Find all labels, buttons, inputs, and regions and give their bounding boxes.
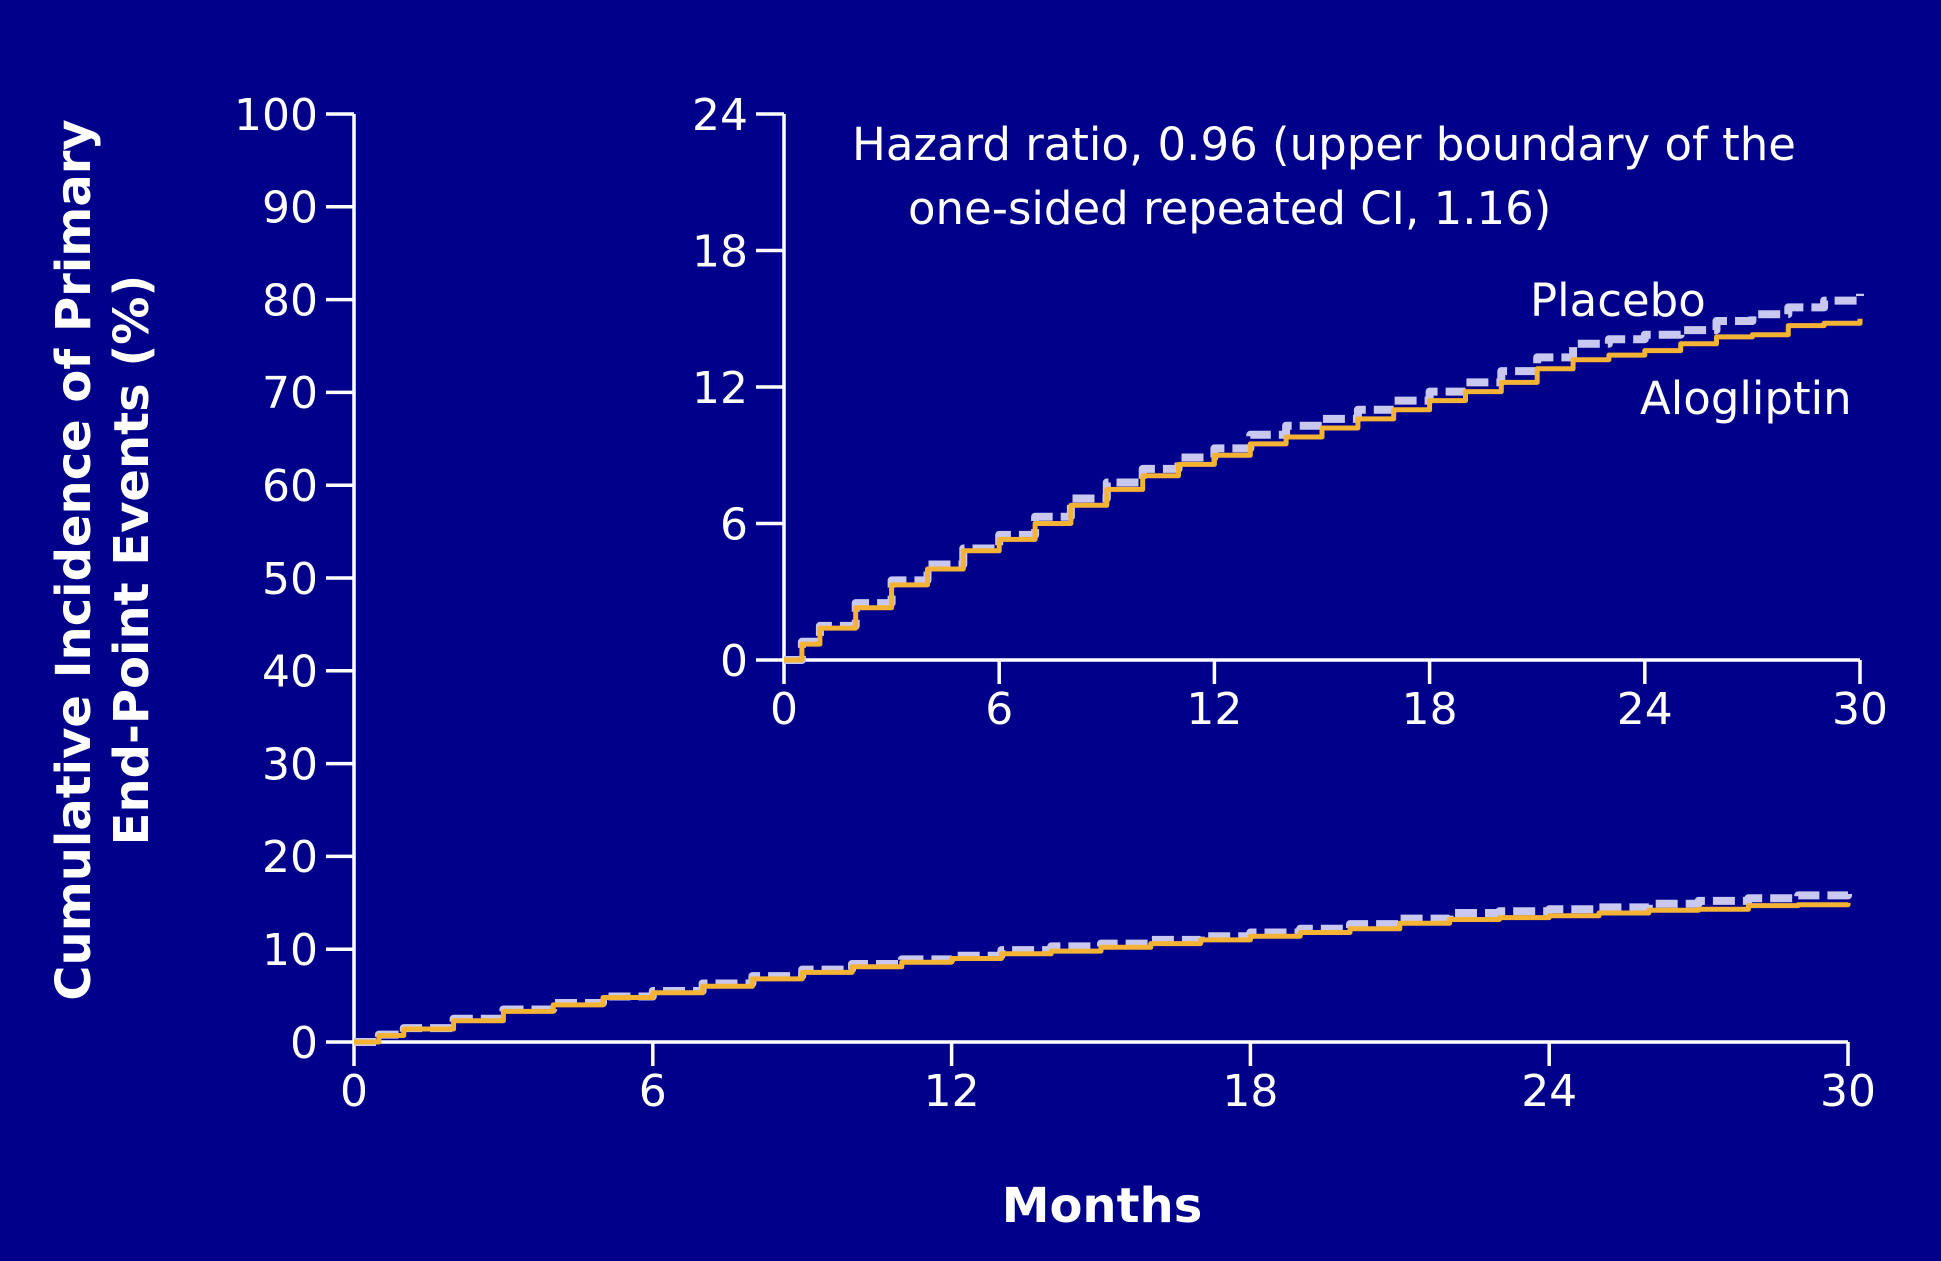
- inset-series: [784, 293, 1864, 664]
- main-x-tick-label: 6: [639, 1066, 667, 1117]
- main-y-tick-label: 40: [262, 647, 318, 698]
- main-y-tick-label: 100: [234, 90, 318, 141]
- main-x-tick-label: 18: [1222, 1066, 1278, 1117]
- hazard-ratio-annotation-line-2: one-sided repeated CI, 1.16): [908, 182, 1551, 235]
- alogliptin-series-label: Alogliptin: [1640, 372, 1852, 425]
- main-x-tick-label: 0: [340, 1066, 368, 1117]
- y-axis-title-line-1: Cumulative Incidence of Primary: [46, 119, 102, 1000]
- main-x-tick-label: 24: [1521, 1066, 1577, 1117]
- main-y-tick-label: 80: [262, 275, 318, 326]
- inset-x-tick-label: 0: [770, 684, 798, 735]
- inset-x-tick-label: 18: [1402, 684, 1458, 735]
- main-series: [354, 891, 1852, 1046]
- main-series-alogliptin-line: [354, 902, 1851, 1045]
- y-axis-title: Cumulative Incidence of Primary End-Poin…: [46, 119, 160, 1000]
- main-y-tick-label: 20: [262, 832, 318, 883]
- inset-axes: [756, 112, 1862, 684]
- inset-x-tick-label: 12: [1186, 684, 1242, 735]
- inset-series-placebo-line: [784, 293, 1864, 664]
- y-axis-title-line-2: End-Point Events (%): [104, 275, 160, 846]
- main-y-tick-label: 60: [262, 461, 318, 512]
- inset-y-tick-label: 12: [692, 363, 748, 414]
- main-y-tick-label: 30: [262, 739, 318, 790]
- main-y-tick-label: 0: [290, 1018, 318, 1069]
- hazard-ratio-annotation-line-1: Hazard ratio, 0.96 (upper boundary of th…: [852, 118, 1796, 171]
- inset-tick-labels: 0 6 12 18 24 0 6 12 18 24 30: [692, 90, 1888, 735]
- inset-y-tick-label: 18: [692, 226, 748, 277]
- x-axis-title: Months: [1002, 1178, 1203, 1234]
- inset-chart: 0 6 12 18 24 0 6 12 18 24 30 Hazard ratio, 0.96 (u…: [692, 90, 1888, 735]
- inset-x-tick-label: 24: [1617, 684, 1673, 735]
- main-axes: [326, 112, 1850, 1066]
- inset-series-alogliptin-line: [784, 318, 1863, 663]
- main-y-tick-label: 90: [262, 183, 318, 234]
- inset-y-tick-label: 24: [692, 90, 748, 141]
- inset-x-tick-label: 30: [1832, 684, 1888, 735]
- inset-x-tick-label: 6: [985, 684, 1013, 735]
- main-y-tick-label: 70: [262, 368, 318, 419]
- placebo-series-label: Placebo: [1530, 274, 1706, 327]
- main-y-tick-label: 50: [262, 554, 318, 605]
- inset-y-tick-label: 0: [720, 636, 748, 687]
- main-x-tick-label: 30: [1820, 1066, 1876, 1117]
- main-y-tick-label: 10: [262, 925, 318, 976]
- inset-y-tick-label: 6: [720, 499, 748, 550]
- main-x-tick-label: 12: [924, 1066, 980, 1117]
